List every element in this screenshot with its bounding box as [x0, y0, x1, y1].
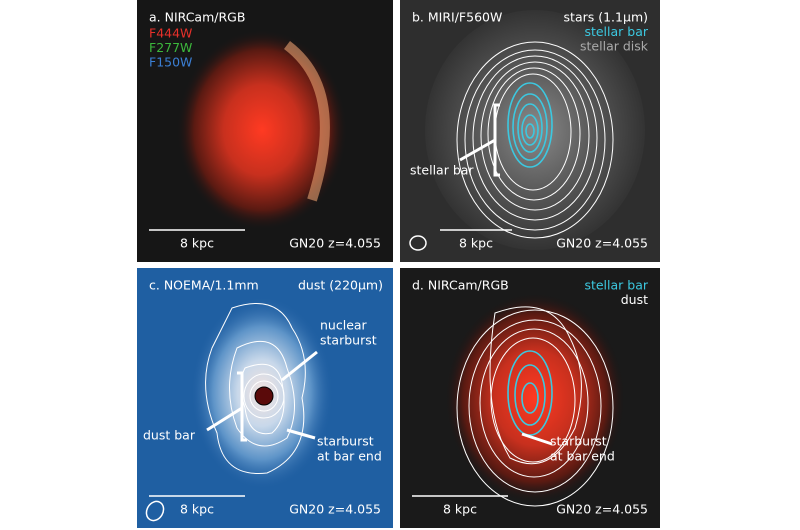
bar-contours: [507, 82, 553, 168]
legend-entry: dust: [621, 292, 648, 307]
scale-label: 8 kpc: [180, 502, 214, 517]
scale-label: 8 kpc: [180, 236, 214, 251]
beam: [145, 500, 165, 522]
legend-entry: F444W: [149, 26, 192, 41]
legend-entry: stellar bar: [584, 24, 648, 39]
annotation: nuclear: [320, 318, 368, 333]
target-label: GN20 z=4.055: [289, 236, 381, 251]
beam: [409, 235, 427, 251]
panel-c: c. NOEMA/1.1mm dust (220μm)nuclearstarbur…: [137, 268, 393, 528]
core: [254, 386, 274, 406]
panel-title: a. NIRCam/RGB: [149, 10, 245, 25]
legend-entry: F150W: [149, 55, 192, 70]
scale-label: 8 kpc: [443, 502, 477, 517]
arc: [283, 41, 330, 202]
legend-entry: F277W: [149, 40, 192, 55]
target-label: GN20 z=4.055: [556, 236, 648, 251]
target-label: GN20 z=4.055: [556, 502, 648, 517]
bar-bracket: [206, 371, 247, 442]
panel-title: d. NIRCam/RGB: [412, 278, 509, 293]
legend-entry: stellar disk: [580, 39, 649, 54]
arrow: [286, 428, 316, 440]
panel-title: b. MIRI/F560W: [412, 10, 502, 25]
disk-contours: [456, 306, 614, 507]
annotation: at bar end: [317, 449, 382, 464]
panel-title: c. NOEMA/1.1mm: [149, 278, 259, 293]
annotation: dust bar: [143, 428, 196, 443]
annotation: starburst: [317, 434, 374, 449]
annotation: at bar end: [550, 449, 615, 464]
panel-b: b. MIRI/F560W stars (1.1μm)stellar barste…: [400, 0, 660, 262]
bar-contours: [507, 350, 553, 436]
galaxy: [445, 293, 625, 503]
scale-label: 8 kpc: [459, 236, 493, 251]
legend-entry: stellar bar: [584, 278, 648, 293]
bar-bracket: [459, 103, 500, 177]
legend-entry: dust (220μm): [298, 278, 383, 293]
arrow: [281, 350, 318, 382]
arrow: [521, 432, 553, 446]
annotation: stellar bar: [410, 163, 474, 178]
annotation: starburst: [550, 434, 607, 449]
legend-entry: stars (1.1μm): [564, 10, 648, 25]
target-label: GN20 z=4.055: [289, 502, 381, 517]
galaxy: [177, 30, 347, 230]
annotation: starburst: [320, 333, 377, 348]
